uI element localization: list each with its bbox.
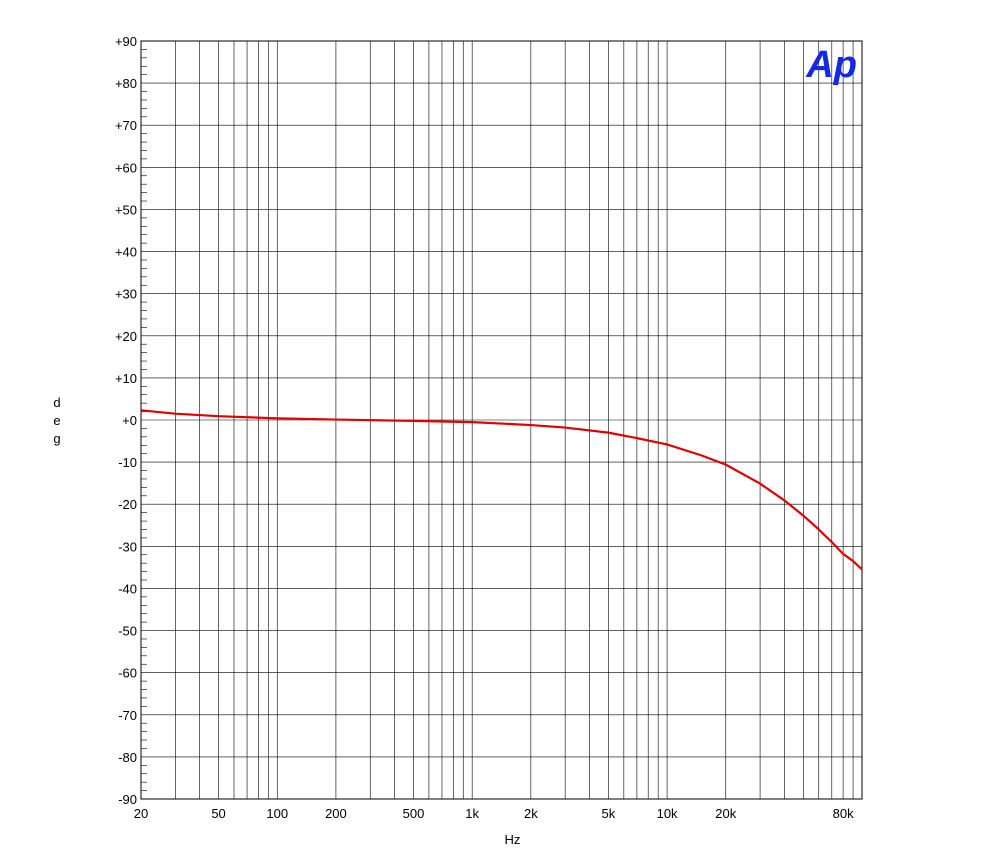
- y-tick-label: +70: [115, 118, 137, 133]
- y-tick-label: +40: [115, 245, 137, 260]
- x-tick-label: 2k: [524, 806, 538, 821]
- y-tick-label: -40: [118, 581, 137, 596]
- x-tick-labels: 20 50 100 200 500 1k 2k 5k 10k 20k 80k: [134, 806, 854, 821]
- y-axis-title-letter: g: [53, 431, 60, 446]
- x-tick-label: 1k: [465, 806, 479, 821]
- y-tick-label: -60: [118, 666, 137, 681]
- y-axis-title: deg: [53, 395, 60, 446]
- x-tick-label: 500: [403, 806, 425, 821]
- y-tick-label: -30: [118, 539, 137, 554]
- y-tick-label: -90: [118, 792, 137, 807]
- x-tick-label: 20k: [715, 806, 736, 821]
- x-tick-label: 200: [325, 806, 347, 821]
- grid-layer: [141, 41, 862, 799]
- phase-series-line: [140, 409, 863, 571]
- y-axis-title-letter: d: [53, 395, 60, 410]
- y-tick-label: +50: [115, 202, 137, 217]
- x-tick-label: 50: [211, 806, 225, 821]
- y-tick-label: +10: [115, 371, 137, 386]
- y-tick-labels: +90 +80 +70 +60 +50 +40 +30 +20 +10 +0 -10 -20 -30 -4…: [115, 34, 137, 807]
- x-tick-label: 20: [134, 806, 148, 821]
- x-tick-label: 80k: [833, 806, 854, 821]
- y-tick-label: -50: [118, 624, 137, 639]
- x-tick-label: 10k: [657, 806, 678, 821]
- y-tick-label: +0: [122, 413, 137, 428]
- y-tick-label: +60: [115, 160, 137, 175]
- y-tick-label: +90: [115, 34, 137, 49]
- y-tick-label: +80: [115, 76, 137, 91]
- y-tick-label: -80: [118, 750, 137, 765]
- x-tick-label: 100: [266, 806, 288, 821]
- y-tick-label: -20: [118, 497, 137, 512]
- ap-logo: Ap: [805, 44, 857, 86]
- y-axis-title-letter: e: [53, 413, 60, 428]
- x-axis-title: Hz: [505, 832, 521, 847]
- x-tick-label: 5k: [602, 806, 616, 821]
- series-layer: [140, 409, 863, 571]
- y-tick-label: -70: [118, 708, 137, 723]
- y-tick-label: +30: [115, 287, 137, 302]
- y-tick-label: -10: [118, 455, 137, 470]
- y-tick-label: +20: [115, 329, 137, 344]
- plot-frame: [140, 40, 863, 800]
